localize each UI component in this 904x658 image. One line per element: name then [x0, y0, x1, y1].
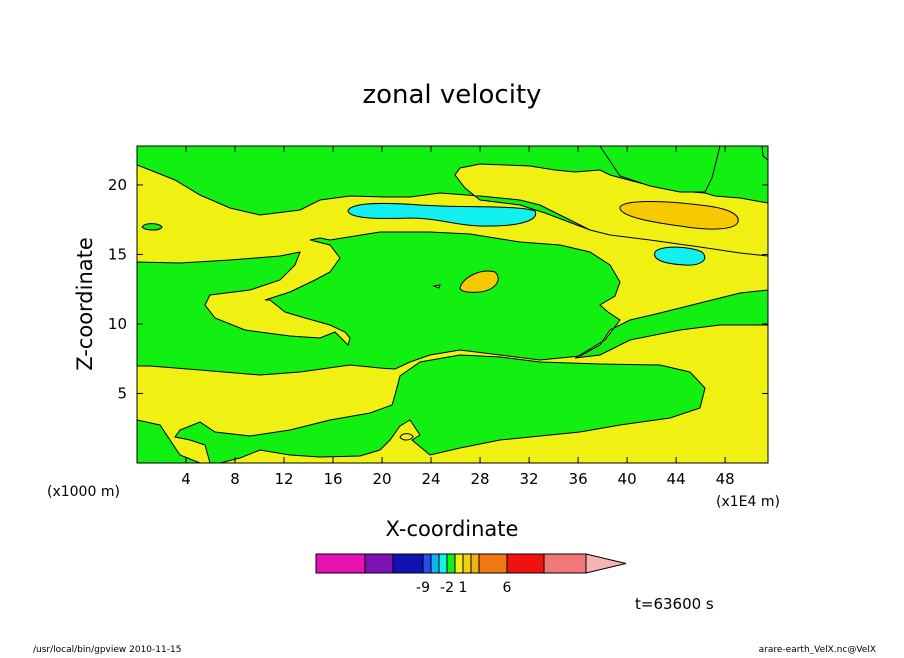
y-tick-label: 20	[108, 176, 127, 194]
contour-orange-1	[619, 201, 739, 230]
x-tick-label: 48	[716, 470, 735, 488]
colorbar-label: -2	[440, 580, 454, 596]
plot-frame	[136, 145, 769, 464]
x-tick-label: 40	[618, 470, 637, 488]
x-tick-label: 16	[323, 470, 342, 488]
colorbar-segment	[392, 553, 424, 574]
colorbar-segment	[315, 553, 366, 574]
y-tick-label: 15	[108, 245, 127, 263]
colorbar-segment	[422, 553, 432, 574]
y-axis-title: Z-coordinate	[73, 237, 97, 371]
x-tick-label: 32	[520, 470, 539, 488]
contour-yellow-dot-1	[399, 433, 414, 441]
chart-title: zonal velocity	[362, 80, 541, 110]
y-axis: 5 10 15 20	[108, 176, 768, 402]
colorbar-segment	[438, 553, 448, 574]
contour-yellow-dot-2	[432, 284, 441, 289]
plot-area	[137, 146, 768, 463]
x-tick-label: 20	[373, 470, 392, 488]
x-tick-label: 8	[230, 470, 240, 488]
contour-green-top	[137, 146, 768, 376]
x-tick-label: 36	[569, 470, 588, 488]
colorbar-segment	[462, 553, 472, 574]
x-tick-label: 28	[471, 470, 490, 488]
colorbar-label: 6	[503, 580, 512, 596]
colorbar-label: 1	[459, 580, 468, 596]
colorbar-segment	[543, 553, 587, 574]
y-tick-label: 10	[108, 315, 127, 333]
contour-cyan-2	[654, 246, 706, 266]
x-tick-label: 24	[422, 470, 441, 488]
contour-cyan-1	[347, 202, 537, 227]
footer-right: arare-earth_VelX.nc@VelX	[759, 645, 876, 654]
x-unit-left: (x1000 m)	[47, 484, 120, 500]
contour-orange-2	[459, 270, 499, 293]
colorbar-segment	[454, 553, 464, 574]
colorbar-segment	[478, 553, 508, 574]
x-tick-label: 12	[274, 470, 293, 488]
contour-green-corner	[761, 146, 768, 161]
x-tick-label: 4	[181, 470, 191, 488]
colorbar-segment	[446, 553, 456, 574]
colorbar-extend-arrow	[585, 553, 627, 574]
contour-green-left-bottom	[137, 419, 201, 463]
x-tick-label: 44	[667, 470, 686, 488]
colorbar-segment	[430, 553, 440, 574]
x-axis: 4 8 12 16 20 24 28 32 36 40 44 48	[181, 146, 735, 488]
contour-green-bottom	[174, 354, 706, 463]
colorbar-segment	[470, 553, 480, 574]
time-label: t=63600 s	[635, 595, 714, 613]
x-unit-right: (x1E4 m)	[716, 494, 780, 510]
colorbar: -9 -2 1 6	[315, 553, 627, 596]
contour-green-small-left	[141, 223, 163, 231]
colorbar-segment	[506, 553, 545, 574]
y-tick-label: 5	[117, 384, 127, 402]
footer-left: /usr/local/bin/gpview 2010-11-15	[33, 645, 181, 654]
colorbar-label: -9	[416, 580, 430, 596]
contour-green-right-patch	[599, 146, 721, 193]
x-axis-title: X-coordinate	[386, 517, 519, 541]
colorbar-segment	[364, 553, 394, 574]
